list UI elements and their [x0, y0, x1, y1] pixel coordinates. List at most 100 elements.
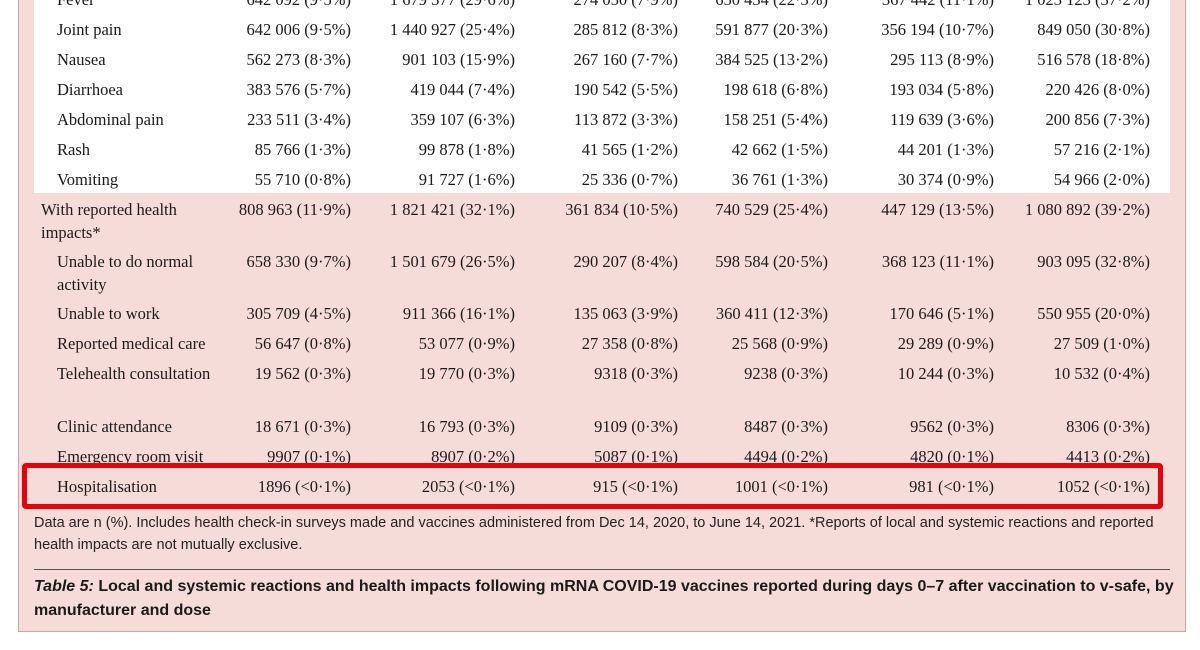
table-cell: 41 565 (1·2%)	[581, 140, 678, 159]
table-cell: 1001 (<0·1%)	[734, 477, 828, 496]
table-cell: 10 532 (0·4%)	[1053, 364, 1150, 383]
table-cell: 27 358 (0·8%)	[581, 334, 678, 353]
table-cell: 361 834 (10·5%)	[565, 200, 678, 219]
table-cell: 285 812 (8·3%)	[573, 20, 678, 39]
table-cell: 911 366 (16·1%)	[402, 304, 515, 323]
row-label: Rash	[57, 140, 90, 159]
table-cell: 18 671 (0·3%)	[254, 417, 351, 436]
table-cell: 190 542 (5·5%)	[573, 80, 678, 99]
table-cell: 598 584 (20·5%)	[715, 252, 828, 271]
table-cell: 356 194 (10·7%)	[881, 20, 994, 39]
table-cell: 447 129 (13·5%)	[881, 200, 994, 219]
caption-text: Local and systemic reactions and health …	[34, 578, 1174, 619]
table-cell: 56 647 (0·8%)	[254, 334, 351, 353]
table-cell: 19 770 (0·3%)	[418, 364, 515, 383]
row-label: Diarrhoea	[57, 80, 123, 99]
table-cell: 9907 (0·1%)	[267, 447, 351, 466]
table-cell: 8907 (0·2%)	[431, 447, 515, 466]
row-label: Nausea	[57, 50, 106, 69]
table-cell: 274 050 (7·9%)	[574, 0, 678, 11]
table-cell: 44 201 (1·3%)	[897, 140, 994, 159]
table-cell: 516 578 (18·8%)	[1037, 50, 1150, 69]
table-cell: 4820 (0·1%)	[910, 447, 994, 466]
table-cell: 99 878 (1·8%)	[418, 140, 515, 159]
row-label: With reported health impacts*	[41, 200, 177, 242]
table-cell: 740 529 (25·4%)	[715, 200, 828, 219]
table-cell: 9562 (0·3%)	[910, 417, 994, 436]
table-cell: 808 963 (11·9%)	[238, 200, 351, 219]
table-cell: 359 107 (6·3%)	[410, 110, 515, 129]
table-cell: 30 374 (0·9%)	[897, 170, 994, 189]
table-cell: 1 440 927 (25·4%)	[389, 20, 515, 39]
table-cell: 36 761 (1·3%)	[731, 170, 828, 189]
row-label: Vomiting	[57, 170, 119, 189]
table-cell: 658 330 (9·7%)	[246, 252, 351, 271]
table-cell: 368 123 (11·1%)	[881, 252, 994, 271]
table-cell: 27 509 (1·0%)	[1053, 334, 1150, 353]
row-label: Telehealth consultation	[57, 364, 211, 383]
table-cell: 903 095 (32·8%)	[1037, 252, 1150, 271]
table-cell: 170 646 (5·1%)	[889, 304, 994, 323]
row-label: Abdominal pain	[57, 110, 164, 129]
table-cell: 1 080 892 (39·2%)	[1024, 200, 1150, 219]
row-label: Reported medical care	[57, 334, 206, 353]
table-cell: 550 955 (20·0%)	[1037, 304, 1150, 323]
table-cell: 1052 (<0·1%)	[1056, 477, 1150, 496]
table-cell: 57 216 (2·1%)	[1053, 140, 1150, 159]
row-label: Unable to work	[57, 304, 160, 323]
row-label: Hospitalisation	[57, 477, 157, 496]
table-cell: 849 050 (30·8%)	[1037, 20, 1150, 39]
table-cell: 8306 (0·3%)	[1066, 417, 1150, 436]
table-cell: 591 877 (20·3%)	[715, 20, 828, 39]
table-cell: 419 044 (7·4%)	[410, 80, 515, 99]
table-cell: 562 273 (8·3%)	[246, 50, 351, 69]
table-cell: 367 442 (11·1%)	[882, 0, 994, 11]
table-cell: 42 662 (1·5%)	[731, 140, 828, 159]
table-cell: 642 092 (9·5%)	[247, 0, 351, 11]
table-cell: 290 207 (8·4%)	[573, 252, 678, 271]
row-label: Unable to do normal activity	[57, 252, 194, 294]
table-cell: 85 766 (1·3%)	[254, 140, 351, 159]
table-cell: 981 (<0·1%)	[909, 477, 994, 496]
table-cell: 305 709 (4·5%)	[246, 304, 351, 323]
caption-divider	[34, 569, 1170, 570]
table-cell: 4413 (0·2%)	[1066, 447, 1150, 466]
table-cell: 384 525 (13·2%)	[715, 50, 828, 69]
table-cell: 119 639 (3·6%)	[890, 110, 994, 129]
table-cell: 16 793 (0·3%)	[418, 417, 515, 436]
table-cell: 91 727 (1·6%)	[418, 170, 515, 189]
table-cell: 10 244 (0·3%)	[897, 364, 994, 383]
table-cell: 193 034 (5·8%)	[889, 80, 994, 99]
table-cell: 135 063 (3·9%)	[573, 304, 678, 323]
table-cell: 5087 (0·1%)	[594, 447, 678, 466]
table-cell: 1 501 679 (26·5%)	[389, 252, 515, 271]
table-cell: 55 710 (0·8%)	[254, 170, 351, 189]
table-cell: 9238 (0·3%)	[744, 364, 828, 383]
table-cell: 4494 (0·2%)	[744, 447, 828, 466]
table-cell: 267 160 (7·7%)	[573, 50, 678, 69]
table-cell: 1 679 377 (29·6%)	[390, 0, 515, 11]
table-cell: 158 251 (5·4%)	[723, 110, 828, 129]
table-cell: 233 511 (3·4%)	[247, 110, 351, 129]
table-cell: 8487 (0·3%)	[744, 417, 828, 436]
table-cell: 113 872 (3·3%)	[574, 110, 678, 129]
table-cell: 650 434 (22·3%)	[715, 0, 828, 11]
row-label: Fever	[57, 0, 232, 11]
table-number: Table 5:	[34, 578, 94, 595]
table-cell: 642 006 (9·5%)	[246, 20, 351, 39]
table-cell: 360 411 (12·3%)	[715, 304, 828, 323]
table-cell: 1896 (<0·1%)	[257, 477, 351, 496]
table-cell: 383 576 (5·7%)	[246, 80, 351, 99]
table-cell: 25 336 (0·7%)	[581, 170, 678, 189]
table-cell: 1 023 123 (37·2%)	[1025, 0, 1150, 11]
table-cell: 2053 (<0·1%)	[421, 477, 515, 496]
table-cell: 1 821 421 (32·1%)	[389, 200, 515, 219]
row-label: Emergency room visit	[57, 447, 204, 466]
table-cell: 54 966 (2·0%)	[1053, 170, 1150, 189]
table-cell: 53 077 (0·9%)	[418, 334, 515, 353]
table-cell: 29 289 (0·9%)	[897, 334, 994, 353]
hospitalisation-highlight-box	[22, 463, 1163, 509]
table-cell: 198 618 (6·8%)	[723, 80, 828, 99]
reactions-section-background	[34, 0, 1170, 193]
table-cell: 25 568 (0·9%)	[731, 334, 828, 353]
